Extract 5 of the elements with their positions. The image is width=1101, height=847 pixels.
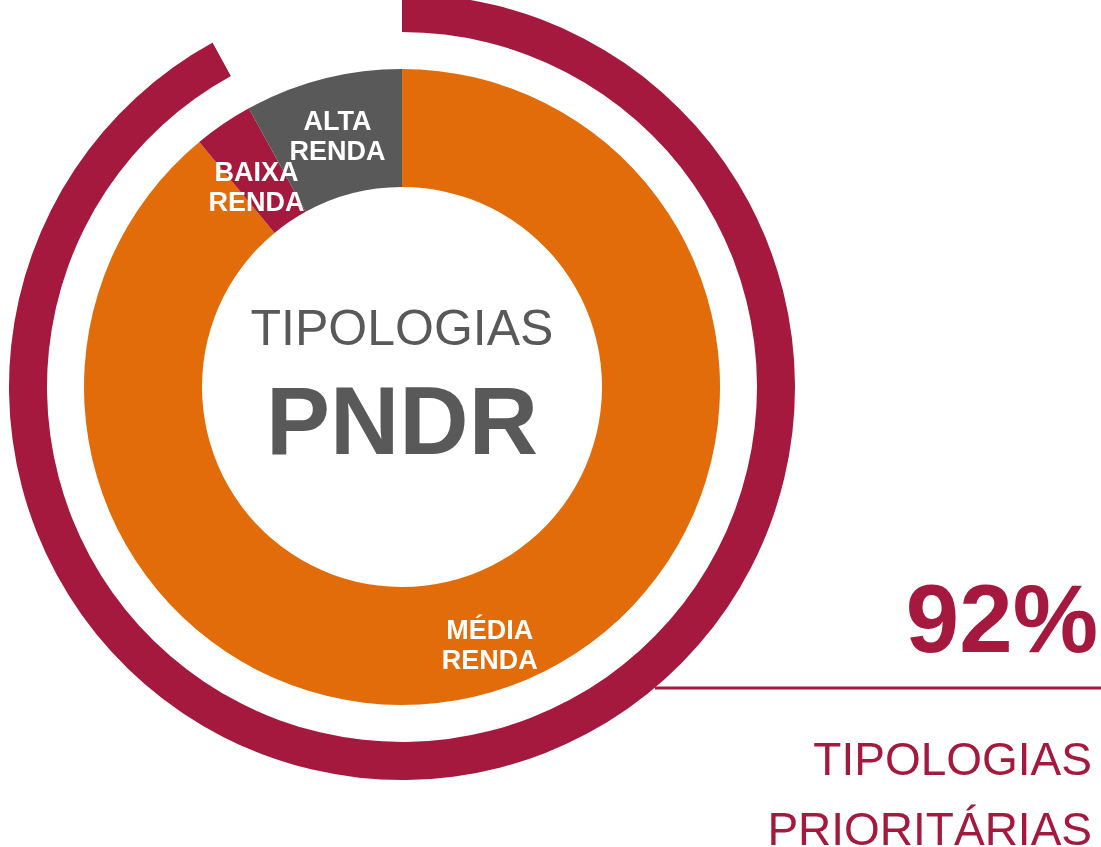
slice-label: TIPOLOGIAS PRIORITÁRIAS (767, 733, 1092, 847)
text: TIPOLOGIAS (250, 300, 554, 356)
data-label: 92% (905, 565, 1098, 672)
text: PNDR (265, 367, 539, 474)
slice-label: MÉDIA RENDA (441, 613, 538, 675)
